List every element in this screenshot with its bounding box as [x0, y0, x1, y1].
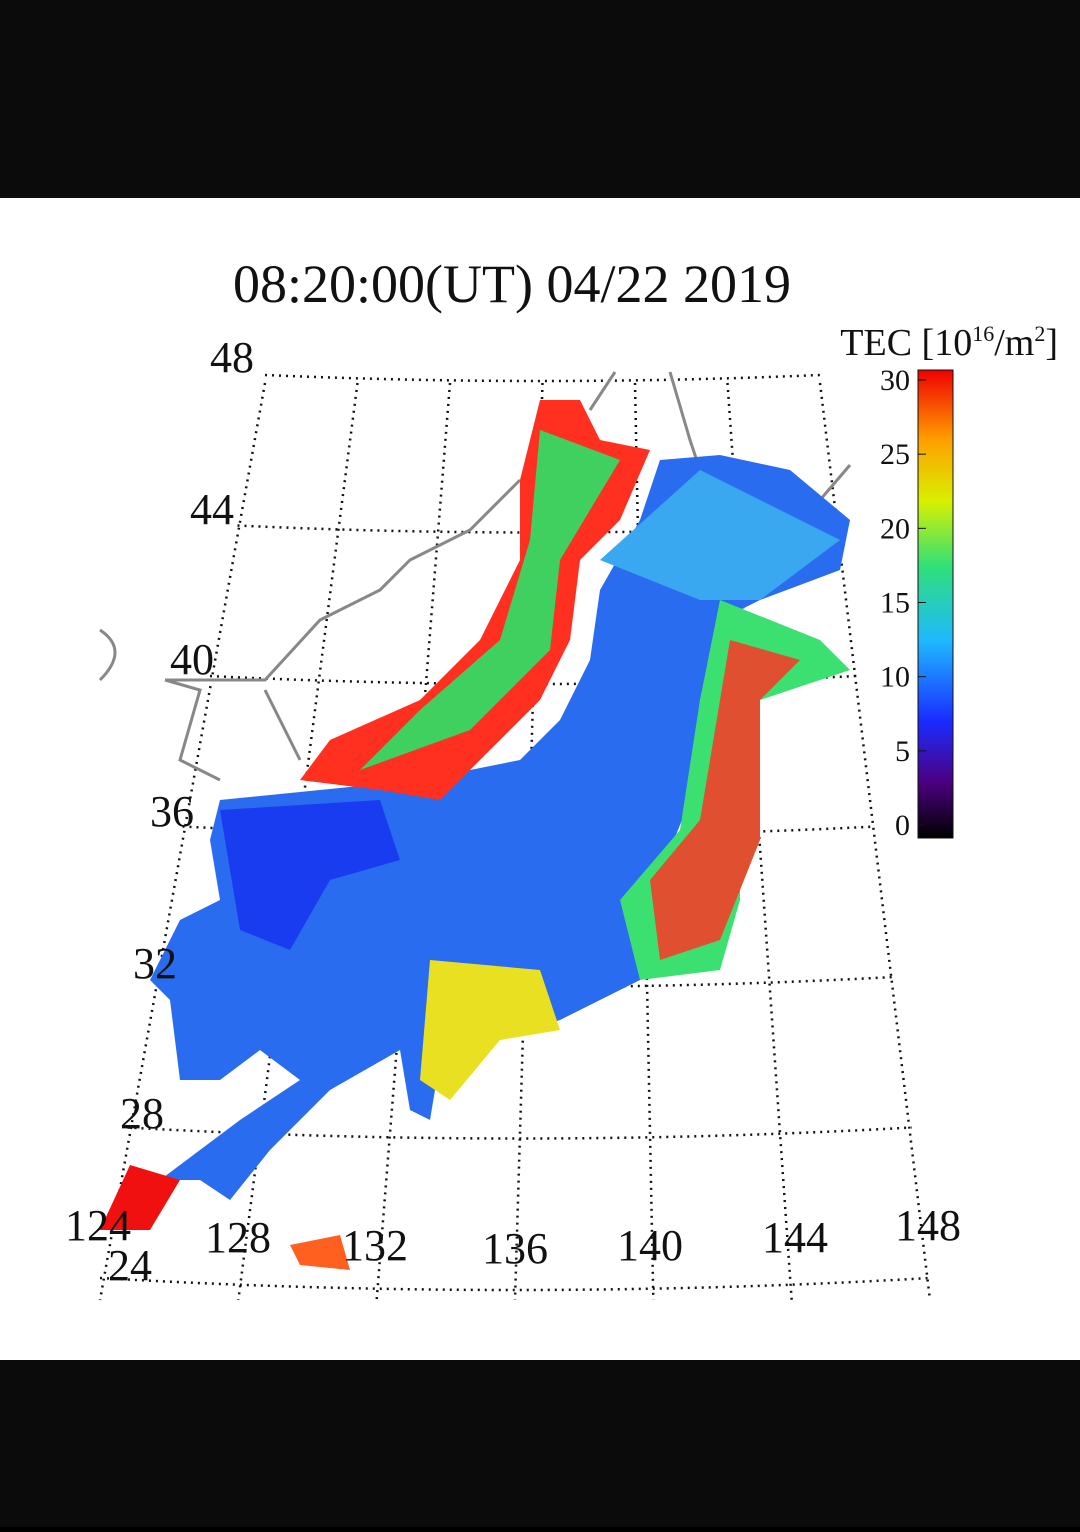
tec-area: [220, 800, 400, 950]
lat-label: 40: [170, 635, 214, 684]
parallel: [264, 373, 821, 383]
parallel: [99, 1276, 931, 1292]
lon-label: 148: [895, 1201, 961, 1250]
tec-area: [420, 960, 560, 1100]
colorbar-tick-label: 25: [880, 438, 910, 471]
lon-label: 132: [342, 1221, 408, 1270]
label-part: /m: [994, 322, 1034, 364]
top-bar: [0, 0, 1080, 198]
meridian: [513, 382, 544, 1301]
map-title: 08:20:00(UT) 04/22 2019: [233, 254, 791, 314]
coast: [98, 371, 852, 782]
tec-area: [650, 640, 800, 960]
colorbar: [917, 369, 954, 839]
tec-area: [100, 1165, 180, 1230]
colorbar-tick-label: 20: [880, 512, 910, 545]
lon-label: 124: [65, 1201, 131, 1250]
meridian: [633, 382, 655, 1301]
parallel: [237, 524, 839, 534]
lat-label: 32: [133, 939, 177, 988]
tec-area: [360, 430, 620, 770]
tec-area: [600, 470, 840, 600]
lon-label: 128: [205, 1213, 271, 1262]
meridian: [98, 382, 267, 1301]
lat-label: 48: [210, 333, 254, 382]
colorbar-tick-label: 15: [880, 587, 910, 620]
label-sup: 16: [972, 321, 994, 346]
colorbar-tick-label: 0: [895, 809, 910, 842]
tec-map: [100, 400, 850, 1270]
colorbar-tick-label: 10: [880, 661, 910, 694]
colorbar-label: TEC [1016/m2]: [840, 321, 1058, 364]
lat-label: 24: [108, 1241, 152, 1290]
tec-area: [290, 1235, 350, 1270]
lat-label: 44: [190, 485, 234, 534]
colorbar-tick-label: 30: [880, 364, 910, 397]
lon-label: 144: [762, 1213, 828, 1262]
label-sup: 2: [1034, 321, 1045, 346]
label-part: ]: [1045, 322, 1058, 364]
lon-label: 136: [482, 1224, 548, 1273]
label-part: TEC [10: [840, 322, 972, 364]
lon-label: 140: [617, 1221, 683, 1270]
coastlines: [98, 371, 852, 782]
bottom-bar: [0, 1360, 1080, 1527]
lat-label: 36: [150, 787, 194, 836]
colorbar-tick-label: 5: [895, 735, 910, 768]
lat-label: 28: [120, 1089, 164, 1138]
tec-area: [150, 455, 850, 1200]
